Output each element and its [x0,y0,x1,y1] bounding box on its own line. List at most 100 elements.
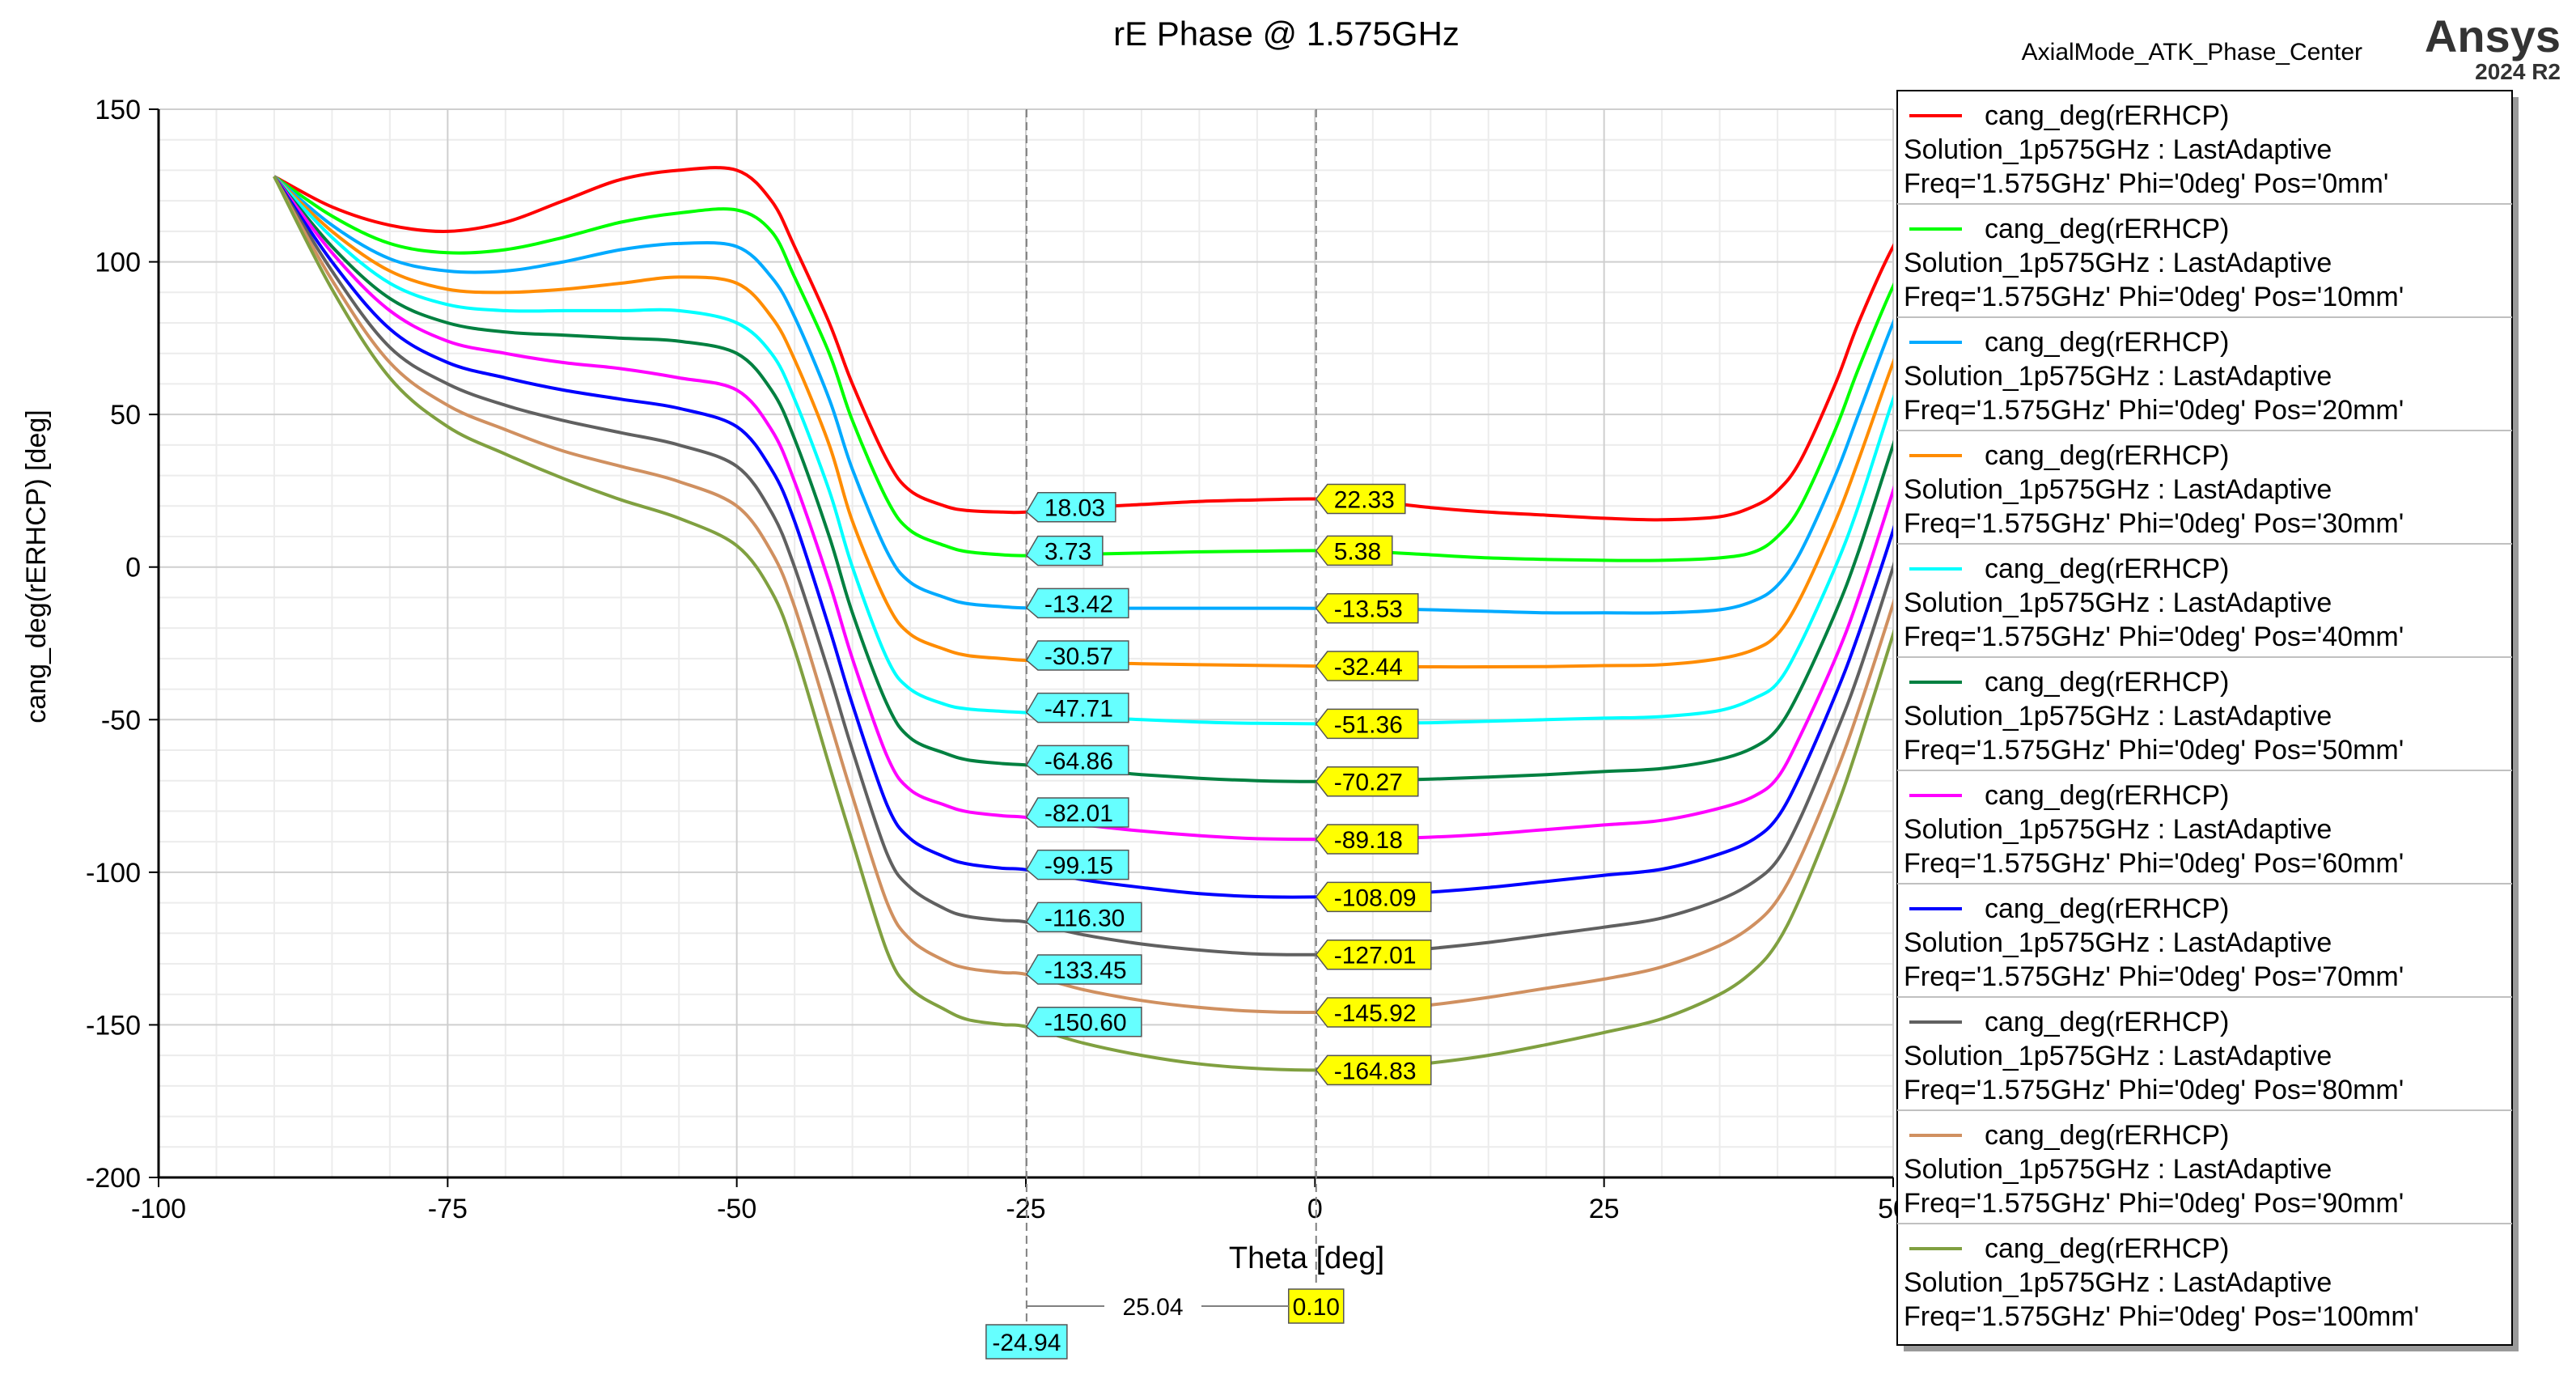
legend-entry: cang_deg(rERHCP) Solution_1p575GHz : Last… [1897,543,2512,652]
legend-entry: cang_deg(rERHCP)Solution_1p575GHz : Last… [1904,100,2388,199]
legend-entry: cang_deg(rERHCP)Solution_1p575GHz : Last… [1897,1109,2512,1219]
marker-a-3-box [1025,640,1129,671]
marker-b-9-box [1315,997,1432,1028]
marker-b-0-text: 22.33 [1334,486,1395,513]
marker-a-9: -133.45 [1025,954,1142,985]
marker-b-5-text: -70.27 [1334,770,1403,796]
marker-b-1: 5.38 [1315,535,1393,566]
marker-a-0-text: 18.03 [1044,495,1105,522]
legend-name: cang_deg(rERHCP) [1985,440,2229,471]
version-label: 2024 R2 [2475,59,2561,84]
series-line-7 [273,175,1893,899]
marker-a-9-box [1025,954,1142,985]
marker-a-10: -150.60 [1025,1006,1142,1037]
legend-name: cang_deg(rERHCP) [1985,1120,2229,1151]
legend-variation: Freq='1.575GHz' Phi='0deg' Pos='10mm' [1904,282,2404,312]
marker-b-3-box [1315,651,1419,681]
legend-solution: Solution_1p575GHz : LastAdaptive [1904,1041,2332,1071]
marker-a-8: -116.30 [1025,901,1142,933]
marker-a-7-text: -99.15 [1044,853,1113,880]
marker-a-1: 3.73 [1025,535,1104,566]
project-name: AxialMode_ATK_Phase_Center [2022,39,2362,66]
legend-name: cang_deg(rERHCP) [1985,100,2229,131]
y-tick-label: -150 [86,1010,141,1041]
marker-a-10-text: -150.60 [1044,1010,1127,1037]
x-tick-label: -100 [131,1194,186,1224]
legend-entry: cang_deg(rERHCP)Solution_1p575GHz : Last… [1897,883,2512,992]
legend-variation: Freq='1.575GHz' Phi='0deg' Pos='50mm' [1904,735,2404,766]
legend-solution: Solution_1p575GHz : LastAdaptive [1904,248,2332,278]
marker-a-4: -47.71 [1025,692,1129,723]
legend-entry: cang_deg(rERHCP) Solution_1p575GHz : Last… [1897,203,2512,312]
series-line-9 [273,176,1893,1015]
x-tick-label: -50 [717,1194,756,1224]
legend-box [1896,90,2513,1346]
marker-b-10-text: -164.83 [1334,1058,1417,1084]
legend-entry: cang_deg(rERHCP)Solution_1p575GHz : Last… [1897,316,2512,426]
marker-b-2-text: -13.53 [1334,596,1403,623]
legend-variation: Freq='1.575GHz' Phi='0deg' Pos='100mm' [1904,1301,2419,1332]
legend-name: cang_deg(rERHCP) [1985,667,2229,698]
y-tick-label: 150 [95,95,141,125]
cursor-b-readout-box [1288,1288,1345,1324]
legend-solution: Solution_1p575GHz : LastAdaptive [1904,134,2332,165]
legend-entry: cang_deg(rERHCP)Solution_1p575GHz : Last… [1897,656,2512,766]
marker-a-3: -30.57 [1025,640,1129,671]
marker-b-6-text: -89.18 [1334,827,1403,854]
legend-variation: Freq='1.575GHz' Phi='0deg' Pos='40mm' [1904,622,2404,652]
marker-a-6: -82.01 [1025,797,1129,828]
legend-name: cang_deg(rERHCP) [1985,214,2229,244]
legend-name: cang_deg(rERHCP) [1985,1233,2229,1264]
y-tick-label: -200 [86,1163,141,1194]
ansys-logo: Ansys [2425,11,2561,62]
legend-entry: cang_deg(rERHCP)Solution_1p575GHz : Last… [1897,430,2512,539]
cursor-a-readout-text: -24.94 [992,1330,1061,1356]
marker-a-4-text: -47.71 [1044,696,1113,723]
marker-a-2: -13.42 [1025,588,1129,619]
legend-variation: Freq='1.575GHz' Phi='0deg' Pos='70mm' [1904,961,2404,992]
cursor-a-readout: -24.94 [985,1324,1068,1360]
marker-b-0: 22.33 [1315,483,1406,515]
marker-a-1-box [1025,535,1104,566]
y-tick-label: 100 [95,248,141,278]
legend-name: cang_deg(rERHCP) [1985,327,2229,358]
marker-b-1-box [1315,535,1393,566]
x-tick-label: -75 [428,1194,468,1224]
marker-a-10-box [1025,1006,1142,1037]
legend-solution: Solution_1p575GHz : LastAdaptive [1904,588,2332,618]
legend-solution: Solution_1p575GHz : LastAdaptive [1904,1267,2332,1298]
legend-solution: Solution_1p575GHz : LastAdaptive [1904,927,2332,958]
legend-solution: Solution_1p575GHz : LastAdaptive [1904,361,2332,392]
marker-b-8: -127.01 [1315,939,1432,970]
legend-solution: Solution_1p575GHz : LastAdaptive [1904,701,2332,732]
marker-a-5: -64.86 [1025,745,1129,776]
legend: cang_deg(rERHCP)Solution_1p575GHz : Last… [1896,90,2519,1351]
marker-b-7-text: -108.09 [1334,885,1417,911]
legend-variation: Freq='1.575GHz' Phi='0deg' Pos='0mm' [1904,168,2388,199]
cursor-a-readout-box [985,1324,1068,1360]
marker-b-9: -145.92 [1315,997,1432,1028]
series-line-1 [273,175,1893,562]
cursor-b-readout-text: 0.10 [1293,1294,1340,1321]
legend-entry: cang_deg(rERHCP)Solution_1p575GHz : Last… [1897,770,2512,879]
legend-variation: Freq='1.575GHz' Phi='0deg' Pos='60mm' [1904,848,2404,879]
marker-b-6: -89.18 [1315,824,1419,855]
marker-b-2-box [1315,592,1419,624]
marker-b-10: -164.83 [1315,1054,1432,1086]
legend-name: cang_deg(rERHCP) [1985,554,2229,584]
marker-group: 18.03 3.73 -13.42 -30.57 -47.71 -64.86 -82.01 -… [985,109,1432,1360]
marker-a-5-text: -64.86 [1044,748,1113,774]
legend-variation: Freq='1.575GHz' Phi='0deg' Pos='20mm' [1904,395,2404,426]
marker-b-2: -13.53 [1315,592,1419,624]
legend-solution: Solution_1p575GHz : LastAdaptive [1904,1154,2332,1185]
legend-name: cang_deg(rERHCP) [1985,780,2229,811]
y-tick-label: 50 [110,400,141,431]
marker-b-8-text: -127.01 [1334,943,1417,969]
legend-variation: Freq='1.575GHz' Phi='0deg' Pos='90mm' [1904,1188,2404,1219]
legend-name: cang_deg(rERHCP) [1985,1007,2229,1037]
x-tick-label: 0 [1307,1194,1323,1224]
y-axis-label: cang_deg(rERHCP) [deg] [21,409,52,723]
marker-b-3: -32.44 [1315,651,1419,681]
marker-b-5-box [1315,766,1419,797]
